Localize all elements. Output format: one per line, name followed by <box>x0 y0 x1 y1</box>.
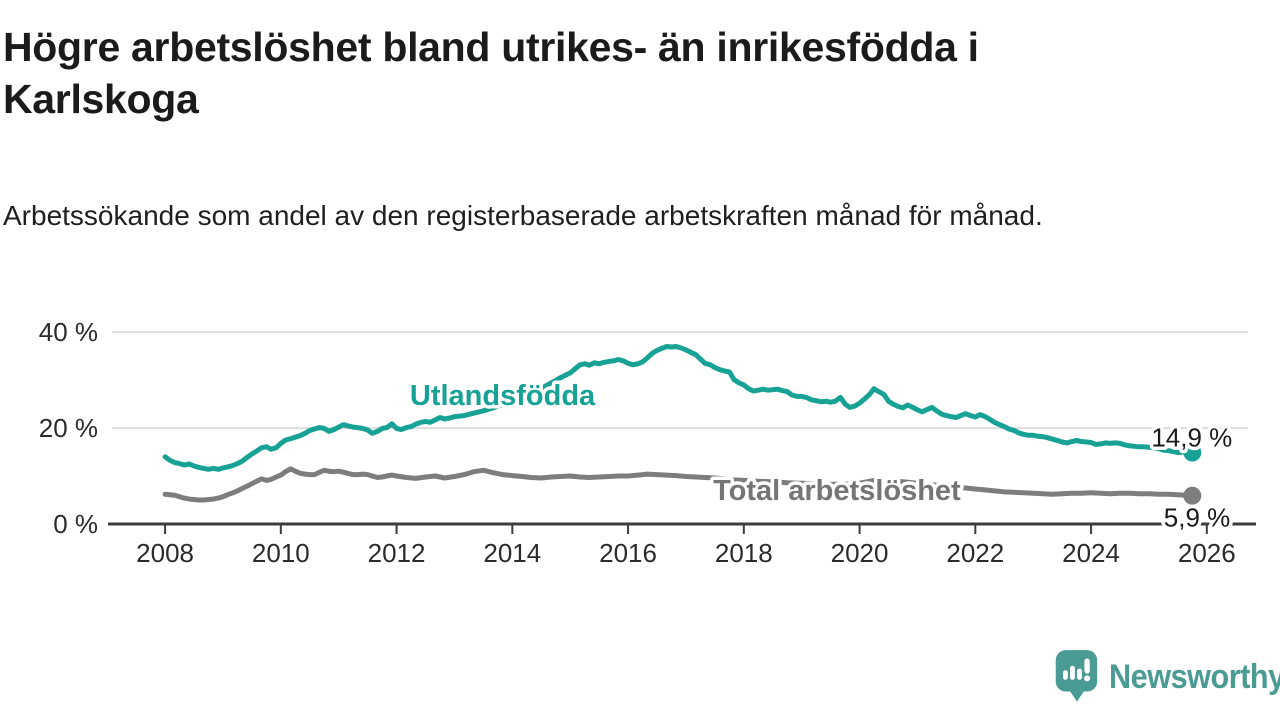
end-value-label-utlandsfodda: 14,9 % <box>1151 423 1232 453</box>
x-tick-label: 2014 <box>483 538 541 568</box>
newsworthy-logo: Newsworthy <box>1054 648 1280 706</box>
chart-area: 0 % 20 % 40 % 2008 2010 2012 2014 2016 2018 2020 2… <box>0 300 1280 575</box>
chart-title: Högre arbetslöshet bland utrikes- än inr… <box>3 24 979 122</box>
end-dot-utlandsfodda <box>1183 443 1202 462</box>
x-tick-label: 2026 <box>1178 538 1236 568</box>
x-tick-label: 2022 <box>946 538 1004 568</box>
x-tick-label: 2020 <box>831 538 889 568</box>
series-label-total-arbetsloshet: Total arbetslöshet <box>713 475 961 507</box>
speech-bubble-chart-icon <box>1055 650 1098 702</box>
line-utlandsfodda <box>162 344 1195 472</box>
series-label-utlandsfodda: Utlandsfödda <box>410 380 596 412</box>
line-total-arbetsloshet <box>162 466 1195 503</box>
end-dot-total-arbetsloshet <box>1183 486 1202 505</box>
end-value-label-total-arbetsloshet: 5,9 % <box>1164 503 1231 533</box>
x-tick-label: 2010 <box>252 538 310 568</box>
x-tick-label: 2024 <box>1062 538 1120 568</box>
y-tick-label: 0 % <box>53 509 98 539</box>
unemployment-chart: 0 % 20 % 40 % 2008 2010 2012 2014 2016 2018 2020 2… <box>39 317 1256 568</box>
y-tick-label: 20 % <box>39 413 98 443</box>
x-tick-label: 2016 <box>599 538 657 568</box>
chart-subtitle: Arbetssökande som andel av den registerb… <box>3 200 1043 231</box>
x-tick-label: 2018 <box>715 538 773 568</box>
y-tick-label: 40 % <box>39 317 98 347</box>
x-tick-label: 2012 <box>368 538 426 568</box>
x-tick-label: 2008 <box>136 538 194 568</box>
newsworthy-logo-text: Newsworthy <box>1109 657 1280 696</box>
